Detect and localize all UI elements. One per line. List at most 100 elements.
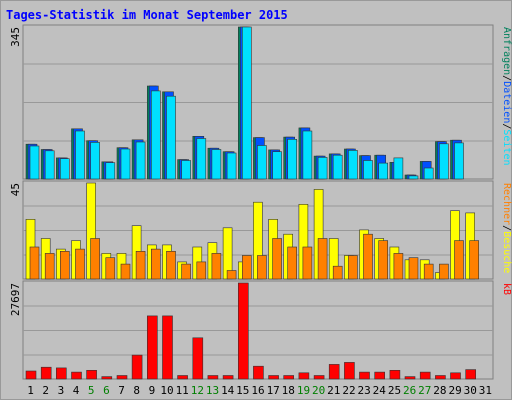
bar-rechner-day-2 xyxy=(44,253,55,280)
y-axis-max-label: 45 xyxy=(9,183,22,196)
bar-seiten-day-10 xyxy=(166,95,176,180)
bar-seiten-day-2 xyxy=(44,150,55,180)
bar-rechner-day-3 xyxy=(59,251,70,280)
bar-kb-day-6 xyxy=(101,376,113,380)
x-tick-label: 10 xyxy=(160,384,173,397)
bar-kb-day-20 xyxy=(313,375,325,380)
bar-rechner-day-25 xyxy=(393,253,404,280)
bar-rechner-day-6 xyxy=(105,257,116,280)
bar-seiten-day-15 xyxy=(242,26,252,180)
x-tick-label: 16 xyxy=(251,384,264,397)
bar-rechner-day-9 xyxy=(151,248,161,280)
bar-seiten-day-1 xyxy=(29,145,40,180)
x-tick-label: 25 xyxy=(388,384,401,397)
x-tick-label: 2 xyxy=(42,384,49,397)
bar-rechner-day-29 xyxy=(454,240,464,280)
x-tick-label: 20 xyxy=(312,384,325,397)
panel-top: 345 Anfragen/Dateien/Seiten xyxy=(9,24,512,180)
legend-item: / xyxy=(501,123,512,129)
bar-seiten-day-3 xyxy=(59,158,70,180)
bar-kb-day-16 xyxy=(253,365,264,380)
bar-kb-day-7 xyxy=(116,375,128,380)
bar-rechner-day-26 xyxy=(408,257,419,280)
bar-seiten-day-20 xyxy=(317,157,328,180)
panel-bottom: 27697 kB xyxy=(9,280,512,380)
bar-seiten-day-24 xyxy=(378,162,389,180)
x-tick-label: 22 xyxy=(342,384,355,397)
bar-rechner-day-4 xyxy=(75,248,85,280)
x-tick-label: 28 xyxy=(433,384,446,397)
bar-kb-day-27 xyxy=(419,371,431,380)
bar-rechner-day-12 xyxy=(196,261,207,280)
x-tick-label: 14 xyxy=(221,384,235,397)
panel-legend: Rechner/Besuche xyxy=(501,183,512,273)
bar-kb-day-14 xyxy=(222,375,234,380)
x-tick-label: 7 xyxy=(118,384,125,397)
bar-rechner-day-19 xyxy=(302,246,313,280)
bar-kb-day-8 xyxy=(131,354,143,380)
x-tick-label: 21 xyxy=(327,384,340,397)
x-tick-label: 15 xyxy=(236,384,249,397)
bar-rechner-day-23 xyxy=(363,233,373,280)
bar-rechner-day-18 xyxy=(287,246,298,280)
bar-kb-day-9 xyxy=(147,315,158,380)
bar-seiten-day-17 xyxy=(272,151,282,180)
bar-rechner-day-16 xyxy=(257,255,267,280)
x-tick-label: 30 xyxy=(464,384,477,397)
bar-rechner-day-24 xyxy=(378,240,389,280)
bar-rechner-day-17 xyxy=(272,238,282,280)
bar-seiten-day-5 xyxy=(90,142,100,180)
bar-seiten-day-4 xyxy=(75,130,85,180)
legend-item: Seiten xyxy=(501,129,512,165)
bar-seiten-day-23 xyxy=(363,160,373,180)
bar-kb-day-25 xyxy=(389,369,401,380)
bar-kb-day-22 xyxy=(344,362,355,380)
legend-item: Rechner xyxy=(501,183,512,225)
y-axis-max-label: 27697 xyxy=(9,283,22,316)
bar-seiten-day-9 xyxy=(151,90,161,180)
bar-kb-day-13 xyxy=(207,375,219,380)
bar-kb-day-28 xyxy=(435,375,446,380)
bar-seiten-day-16 xyxy=(257,145,267,180)
x-tick-label: 18 xyxy=(282,384,295,397)
x-tick-label: 5 xyxy=(88,384,95,397)
x-tick-label: 9 xyxy=(149,384,156,397)
bar-kb-day-26 xyxy=(404,376,416,380)
bar-seiten-day-27 xyxy=(423,167,434,180)
bar-rechner-day-27 xyxy=(423,263,434,280)
legend-item: / xyxy=(501,225,512,231)
x-tick-label: 17 xyxy=(267,384,280,397)
bar-seiten-day-8 xyxy=(135,141,146,180)
bar-rechner-day-28 xyxy=(439,263,449,280)
bar-seiten-day-6 xyxy=(105,162,116,180)
bar-seiten-day-12 xyxy=(196,138,207,180)
bar-rechner-day-20 xyxy=(317,238,328,280)
bar-rechner-day-21 xyxy=(332,265,343,280)
x-tick-label: 1 xyxy=(27,384,34,397)
x-tick-label: 12 xyxy=(191,384,204,397)
x-tick-label: 19 xyxy=(297,384,310,397)
bar-kb-day-2 xyxy=(40,366,52,380)
bar-rechner-day-15 xyxy=(242,255,252,280)
bar-kb-day-4 xyxy=(71,371,82,380)
bar-kb-day-17 xyxy=(268,375,279,380)
bar-seiten-day-28 xyxy=(439,143,449,180)
bar-kb-day-10 xyxy=(162,315,173,380)
x-tick-label: 29 xyxy=(448,384,461,397)
legend-item: Besuche xyxy=(501,231,512,273)
bar-kb-day-30 xyxy=(465,369,477,380)
bar-kb-day-3 xyxy=(55,367,67,380)
bar-kb-day-23 xyxy=(359,371,370,380)
x-tick-label: 23 xyxy=(357,384,370,397)
panel-legend: Anfragen/Dateien/Seiten xyxy=(501,27,512,166)
x-tick-label: 3 xyxy=(58,384,65,397)
bar-seiten-day-26 xyxy=(408,175,419,180)
chart-title: Tages-Statistik im Monat September 2015 xyxy=(6,8,288,22)
bar-kb-day-5 xyxy=(86,369,97,380)
bar-kb-day-29 xyxy=(450,372,461,380)
bar-rechner-day-13 xyxy=(211,253,222,280)
bar-seiten-day-29 xyxy=(454,142,464,180)
bar-seiten-day-18 xyxy=(287,139,298,180)
x-tick-label: 4 xyxy=(73,384,80,397)
